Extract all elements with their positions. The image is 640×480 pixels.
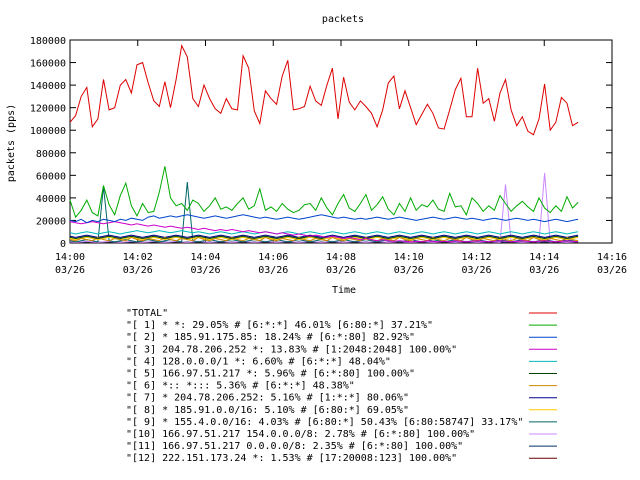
series-lines [69, 43, 579, 244]
x-axis-label: Time [332, 285, 356, 296]
x-tick-date: 03/26 [394, 265, 424, 276]
x-tick-time: 14:10 [394, 252, 424, 263]
y-tick-label: 0 [60, 239, 66, 250]
x-tick-time: 14:02 [123, 252, 153, 263]
x-tick-time: 14:06 [258, 252, 288, 263]
x-tick-time: 14:08 [326, 252, 356, 263]
x-tick-date: 03/26 [461, 265, 491, 276]
legend-label: "[ 8] * 185.91.0.0/16: 5.10% # [6:80:*] … [126, 405, 409, 416]
legend-label: "[ 1] * *: 29.05% # [6:*:*] 46.01% [6:80… [126, 320, 433, 331]
y-axis-ticks: 0 20000 40000 60000 80000 100000 120000 140000 1… [30, 36, 612, 250]
x-tick-date: 03/26 [258, 265, 288, 276]
y-tick-label: 180000 [30, 36, 66, 47]
y-tick-label: 20000 [36, 216, 66, 227]
series-line-4 [69, 230, 579, 235]
legend-label: "[ 9] * 155.4.0.0/16: 4.03% # [6:80:*] 5… [126, 417, 523, 428]
series-line-3 [69, 221, 579, 243]
y-tick-label: 80000 [36, 149, 66, 160]
y-tick-label: 40000 [36, 194, 66, 205]
x-tick-date: 03/26 [529, 265, 559, 276]
legend-label: "[10] 166.97.51.217 154.0.0.0/8: 2.78% #… [126, 429, 475, 440]
series-line-8 [69, 236, 579, 241]
legend-label: "[12] 222.151.173.24 *: 1.53% # [17:2000… [126, 453, 457, 464]
legend-label: "[ 2] * 185.91.175.85: 18.24% # [6:*:80]… [126, 332, 415, 343]
x-tick-date: 03/26 [190, 265, 220, 276]
x-tick-time: 14:04 [190, 252, 220, 263]
legend-label: "[ 6] *:: *::: 5.36% # [6:*:*] 48.38%" [126, 381, 355, 392]
y-tick-label: 100000 [30, 126, 66, 137]
series-line-0 [69, 43, 579, 136]
legend: "TOTAL""[ 1] * *: 29.05% # [6:*:*] 46.01… [126, 308, 557, 464]
legend-label: "[ 3] 204.78.206.252 *: 13.83% # [1:2048… [126, 344, 457, 355]
legend-label: "[11] 166.97.51.217 0.0.0.0/8: 2.35% # [… [126, 441, 463, 452]
x-tick-date: 03/26 [326, 265, 356, 276]
chart-title: packets [322, 14, 364, 25]
y-tick-label: 160000 [30, 59, 66, 70]
x-tick-date: 03/26 [123, 265, 153, 276]
y-tick-label: 120000 [30, 104, 66, 115]
x-tick-time: 14:14 [529, 252, 559, 263]
legend-label: "TOTAL" [126, 308, 168, 319]
legend-label: "[ 5] 166.97.51.217 *: 5.96% # [6:*:80] … [126, 369, 415, 380]
x-tick-date: 03/26 [55, 265, 85, 276]
legend-label: "[ 4] 128.0.0.0/1 *: 6.60% # [6:*:*] 48.… [126, 356, 391, 367]
x-tick-time: 14:16 [597, 252, 627, 263]
x-tick-time: 14:00 [55, 252, 85, 263]
series-line-5 [69, 235, 579, 240]
legend-label: "[ 7] * 204.78.206.252: 5.16% # [1:*:*] … [126, 393, 409, 404]
x-tick-time: 14:12 [461, 252, 491, 263]
y-axis-label: packets (pps) [6, 104, 17, 182]
series-line-1 [69, 166, 579, 219]
plot-frame [69, 39, 613, 244]
y-tick-label: 60000 [36, 171, 66, 182]
series-line-2 [69, 214, 579, 224]
x-tick-date: 03/26 [597, 265, 627, 276]
y-tick-label: 140000 [30, 81, 66, 92]
series-line-6 [69, 236, 579, 242]
